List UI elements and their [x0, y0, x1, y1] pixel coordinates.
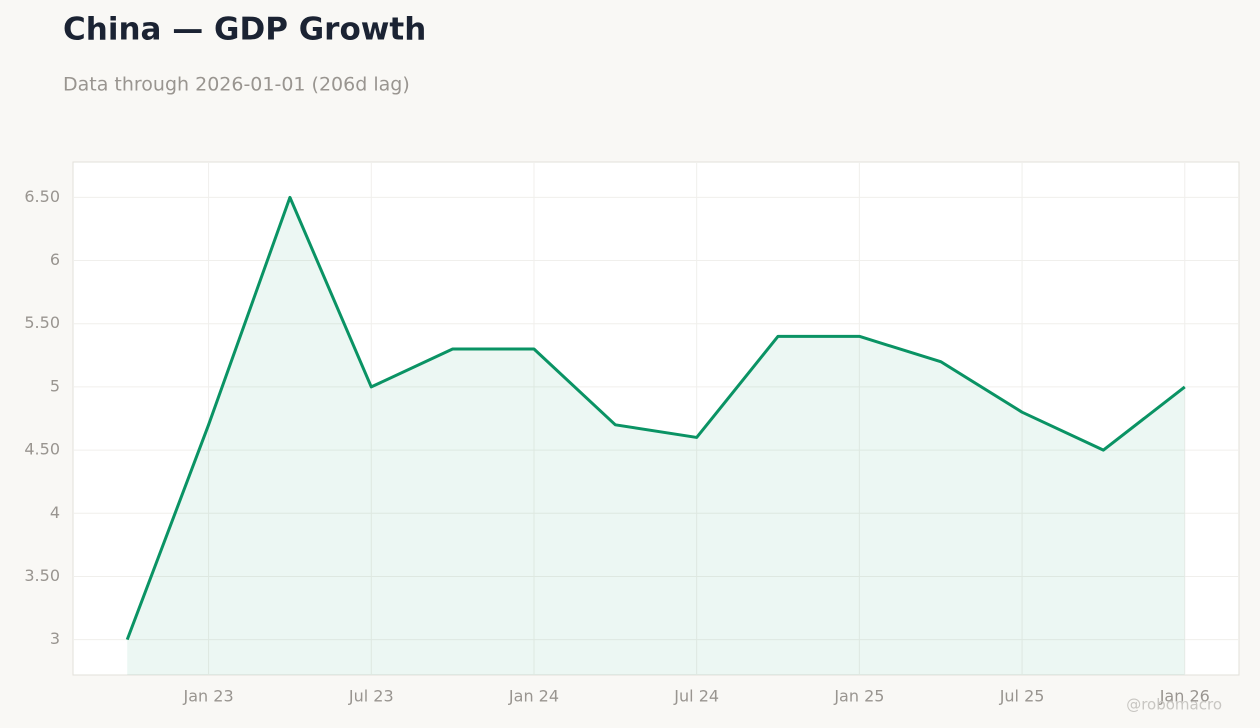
line — [125, 195, 1186, 641]
chart-subtitle: Data through 2026-01-01 (206d lag) — [63, 74, 410, 96]
chart-title: China — GDP Growth — [63, 12, 426, 48]
marks — [125, 195, 1186, 675]
x-tick-label: Jan 23 — [183, 687, 234, 706]
y-tick-label: 4.50 — [24, 440, 60, 459]
y-tick-label: 6.50 — [24, 187, 60, 206]
watermark: @robomacro — [1126, 696, 1222, 714]
labels: 3 3.50 4 4.50 5 5.50 6 6.50 Jan 23 Jul 23 Jan 24 Ju… — [24, 187, 1209, 706]
x-tick-label: Jan 26 — [1159, 687, 1210, 706]
x-tick-label: Jan 24 — [508, 687, 559, 706]
plot-area — [72, 161, 1240, 676]
x-tick-label: Jul 25 — [999, 687, 1045, 706]
x-tick-label: Jul 24 — [673, 687, 719, 706]
y-tick-label: 3.50 — [24, 566, 60, 585]
x-tick-label: Jan 25 — [833, 687, 884, 706]
area — [127, 197, 1185, 675]
y-tick-label: 5.50 — [24, 313, 60, 332]
y-tick-label: 6 — [50, 250, 60, 269]
y-tick-label: 5 — [50, 376, 60, 395]
x-tick-label: Jul 23 — [348, 687, 394, 706]
grid — [73, 162, 1239, 675]
y-tick-label: 3 — [50, 629, 60, 648]
y-tick-label: 4 — [50, 503, 60, 522]
